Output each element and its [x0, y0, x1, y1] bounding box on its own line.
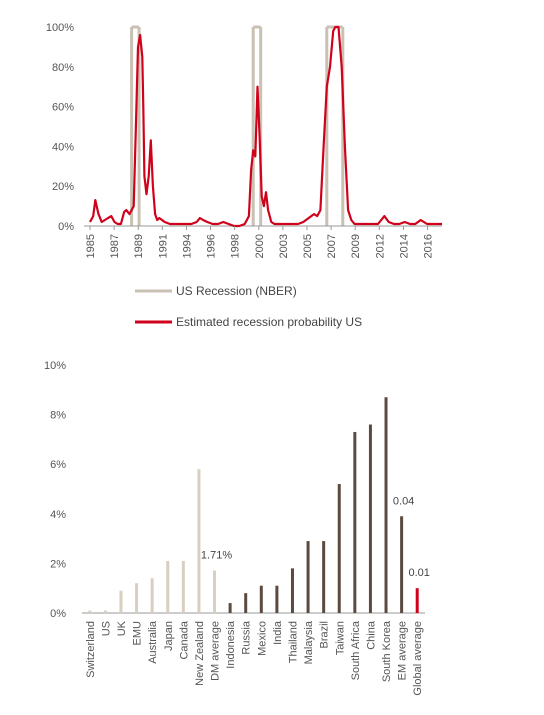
line-x-tick-2000: 2000 [254, 234, 266, 258]
bar-thailand [290, 568, 294, 613]
line-x-tick-1985: 1985 [85, 234, 97, 258]
line-x-tick-2009: 2009 [350, 234, 362, 258]
bar-japan [166, 560, 170, 613]
bar-x-tick-dm-average: DM average [210, 621, 222, 681]
bar-switzerland [88, 610, 92, 613]
bar-x-tick-south-korea: South Korea [381, 620, 393, 682]
bar-x-tick-mexico: Mexico [256, 621, 268, 656]
bar-chart-y-axis: 0% 2% 4% 6% 8% 10% [44, 360, 66, 620]
bar-y-tick-4: 4% [50, 509, 66, 521]
bar-russia [244, 593, 248, 613]
bar-dm-average [213, 570, 217, 613]
line-x-tick-1994: 1994 [181, 234, 193, 258]
bar-x-tick-brazil: Brazil [319, 621, 331, 649]
line-y-tick-60: 60% [52, 102, 74, 114]
bar-chart-x-axis: Switzerland US UK EMU Australia Japan Canada Ne… [85, 620, 424, 695]
bar-x-tick-south-africa: South Africa [350, 620, 362, 680]
bar-brazil [322, 541, 326, 613]
line-x-tick-2007: 2007 [326, 234, 338, 258]
bar-canada [181, 560, 185, 613]
bar-x-tick-global-average: Global average [412, 621, 424, 696]
legend-label-probability: Estimated recession probability US [176, 315, 362, 329]
line-x-tick-2012: 2012 [374, 234, 386, 258]
bar-x-tick-china: China [365, 620, 377, 650]
bar-mexico [259, 585, 263, 613]
bar-uk [119, 590, 123, 613]
bar-x-tick-us: US [100, 621, 112, 636]
line-x-tick-2016: 2016 [423, 234, 435, 258]
bar-australia [150, 578, 154, 613]
bar-x-tick-canada: Canada [178, 620, 190, 659]
bar-x-tick-uk: UK [116, 620, 128, 636]
bar-x-tick-emu: EMU [132, 621, 144, 646]
bar-new-zealand [197, 469, 201, 613]
line-x-tick-2005: 2005 [302, 234, 314, 258]
legend-label-recession: US Recession (NBER) [176, 284, 297, 298]
bar-taiwan [337, 484, 341, 613]
line-y-tick-20: 20% [52, 181, 74, 193]
line-x-tick-1991: 1991 [157, 234, 169, 258]
recession-probability-line [89, 25, 442, 228]
bar-global-average [415, 588, 419, 613]
bar-india [275, 585, 279, 613]
line-y-tick-0: 0% [58, 221, 74, 233]
line-chart-recession-probability: 0%20%40%60%80%100% 1985 1987 1989 1991 1994 1… [46, 22, 442, 258]
annotation-em-average: 0.04 [393, 495, 414, 507]
line-y-tick-40: 40% [52, 141, 74, 153]
bar-china [368, 424, 372, 613]
bar-south-korea [384, 397, 388, 613]
bar-x-tick-russia: Russia [241, 620, 253, 655]
line-chart-legend: US Recession (NBER) Estimated recession … [135, 284, 362, 329]
bar-x-tick-thailand: Thailand [287, 621, 299, 663]
bar-y-tick-0: 0% [50, 608, 66, 620]
bar-x-tick-switzerland: Switzerland [85, 621, 97, 678]
bar-indonesia [228, 603, 232, 613]
line-x-tick-1989: 1989 [133, 234, 145, 258]
line-chart-x-axis: 1985 1987 1989 1991 1994 1996 1998 2000 2003 2005… [85, 226, 435, 258]
annotation-global-average: 0.01 [408, 567, 429, 579]
line-x-tick-1996: 1996 [206, 234, 218, 258]
bar-us [103, 610, 107, 613]
line-y-tick-100: 100% [46, 22, 74, 34]
bar-south-africa [353, 431, 357, 613]
bar-chart-by-country: 0%2%4%6%8%10% 1.71%0.040.01 Switzerland U… [44, 360, 430, 696]
bar-chart-annotations: 1.71% 0.04 0.01 [201, 495, 430, 579]
bar-x-tick-em-average: EM average [397, 621, 409, 680]
bar-x-tick-india: India [272, 620, 284, 645]
bar-x-tick-malaysia: Malaysia [303, 620, 315, 664]
bar-x-tick-indonesia: Indonesia [225, 620, 237, 669]
bar-em-average [400, 516, 404, 613]
bar-x-tick-japan: Japan [163, 621, 175, 651]
line-y-tick-80: 80% [52, 62, 74, 74]
line-x-tick-1987: 1987 [109, 234, 121, 258]
bar-chart-bars [88, 397, 419, 613]
bar-y-tick-2: 2% [50, 558, 66, 570]
bar-emu [135, 583, 139, 613]
bar-y-tick-6: 6% [50, 459, 66, 471]
bar-y-tick-8: 8% [50, 410, 66, 422]
line-chart-y-axis: 0% 20% 40% 60% 80% 100% [46, 22, 74, 233]
bar-y-tick-10: 10% [44, 360, 66, 372]
recession-bands [130, 25, 345, 226]
line-x-tick-1998: 1998 [230, 234, 242, 258]
line-x-tick-2014: 2014 [398, 234, 410, 258]
annotation-dm-average: 1.71% [201, 550, 232, 562]
bar-x-tick-taiwan: Taiwan [334, 621, 346, 655]
bar-x-tick-new-zealand: New Zealand [194, 621, 206, 686]
bar-x-tick-australia: Australia [147, 620, 159, 664]
bar-malaysia [306, 541, 310, 613]
line-x-tick-2003: 2003 [278, 234, 290, 258]
